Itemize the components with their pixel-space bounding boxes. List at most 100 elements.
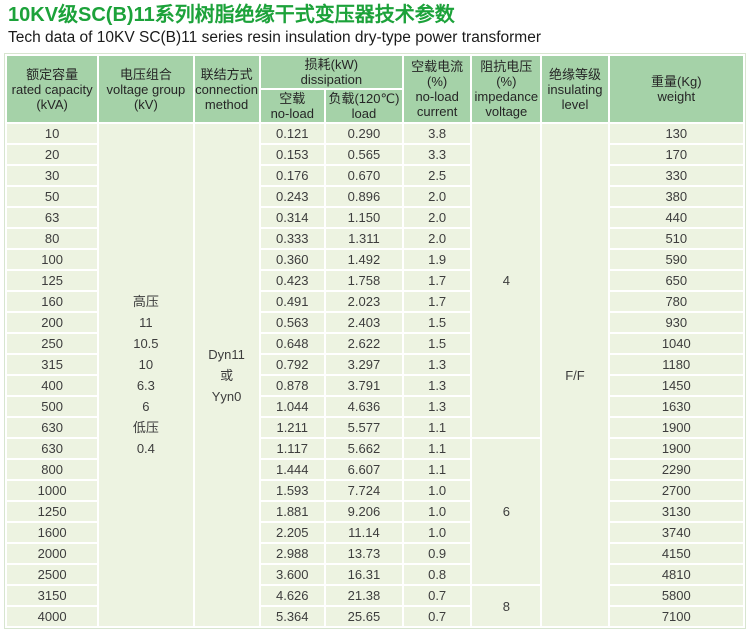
cell-capacity: 2500 xyxy=(7,565,98,584)
cell-no-load-loss: 2.205 xyxy=(260,523,324,542)
table-row: 4000 5.364 25.65 0.7 7100 xyxy=(7,607,743,626)
cell-weight: 4150 xyxy=(609,544,743,563)
cell-no-load-current: 1.0 xyxy=(404,481,471,500)
cell-no-load-loss: 0.491 xyxy=(260,292,324,311)
cell-load-loss: 6.607 xyxy=(325,460,403,479)
cell-weight: 3130 xyxy=(609,502,743,521)
cell-no-load-current: 1.0 xyxy=(404,502,471,521)
col-header-rated-capacity: 额定容量 rated capacity (kVA) xyxy=(7,56,98,122)
cell-load-loss: 16.31 xyxy=(325,565,403,584)
table-row: 2000 2.988 13.73 0.9 4150 xyxy=(7,544,743,563)
cell-weight: 330 xyxy=(609,166,743,185)
cell-capacity: 400 xyxy=(7,376,98,395)
cell-load-loss: 3.297 xyxy=(325,355,403,374)
cell-capacity: 10 xyxy=(7,124,98,143)
cell-insulating-level: F/F xyxy=(542,124,608,626)
table-row: 160 0.491 2.023 1.7 780 xyxy=(7,292,743,311)
page-subtitle: Tech data of 10KV SC(B)11 series resin i… xyxy=(8,29,541,46)
cell-load-loss: 1.758 xyxy=(325,271,403,290)
cell-no-load-loss: 2.988 xyxy=(260,544,324,563)
col-header-voltage-group: 电压组合 voltage group (kV) xyxy=(99,56,193,122)
cell-no-load-current: 1.1 xyxy=(404,418,471,437)
cell-no-load-current: 0.7 xyxy=(404,607,471,626)
cell-no-load-loss: 1.881 xyxy=(260,502,324,521)
cell-voltage-group: 高压 11 10.5 10 6.3 6 低压 0.4 xyxy=(99,124,193,626)
table-row: 20 0.153 0.565 3.3 170 xyxy=(7,145,743,164)
cell-connection-method: Dyn11 或 Yyn0 xyxy=(194,124,259,626)
cell-load-loss: 2.403 xyxy=(325,313,403,332)
table-row: 2500 3.600 16.31 0.8 4810 xyxy=(7,565,743,584)
cell-no-load-loss: 0.153 xyxy=(260,145,324,164)
cell-load-loss: 9.206 xyxy=(325,502,403,521)
table-row: 500 1.044 4.636 1.3 1630 xyxy=(7,397,743,416)
cell-no-load-current: 0.7 xyxy=(404,586,471,605)
cell-capacity: 1250 xyxy=(7,502,98,521)
cell-no-load-current: 1.7 xyxy=(404,271,471,290)
table-row: 1000 1.593 7.724 1.0 2700 xyxy=(7,481,743,500)
cell-load-loss: 0.670 xyxy=(325,166,403,185)
cell-no-load-loss: 0.176 xyxy=(260,166,324,185)
cell-weight: 130 xyxy=(609,124,743,143)
col-header-impedance-voltage: 阻抗电压 (%) impedance voltage xyxy=(472,56,541,122)
col-header-load-loss: 负载(120℃) load xyxy=(325,90,403,122)
cell-weight: 1180 xyxy=(609,355,743,374)
cell-no-load-current: 2.5 xyxy=(404,166,471,185)
cell-weight: 170 xyxy=(609,145,743,164)
header-row-2: 空载 no-load 负载(120℃) load xyxy=(7,90,743,122)
cell-no-load-loss: 1.211 xyxy=(260,418,324,437)
col-header-dissipation: 损耗(kW) dissipation xyxy=(260,56,403,88)
table-row: 250 0.648 2.622 1.5 1040 xyxy=(7,334,743,353)
cell-load-loss: 1.492 xyxy=(325,250,403,269)
cell-weight: 510 xyxy=(609,229,743,248)
col-header-no-load-loss: 空载 no-load xyxy=(260,90,324,122)
table-row: 63 0.314 1.150 2.0 440 xyxy=(7,208,743,227)
cell-weight: 780 xyxy=(609,292,743,311)
cell-weight: 7100 xyxy=(609,607,743,626)
table-row: 1250 1.881 9.206 1.0 3130 xyxy=(7,502,743,521)
table-row: 630 1.117 5.662 1.1 6 1900 xyxy=(7,439,743,584)
col-header-no-load-current: 空载电流 (%) no-load current xyxy=(404,56,471,122)
cell-no-load-loss: 0.314 xyxy=(260,208,324,227)
cell-capacity: 63 xyxy=(7,208,98,227)
header-row-1: 额定容量 rated capacity (kVA) 电压组合 voltage g… xyxy=(7,56,743,122)
cell-weight: 3740 xyxy=(609,523,743,542)
cell-impedance-voltage: 6 xyxy=(472,439,541,584)
cell-impedance-voltage: 4 xyxy=(472,124,541,437)
cell-capacity: 2000 xyxy=(7,544,98,563)
cell-load-loss: 5.662 xyxy=(325,439,403,458)
cell-no-load-current: 3.3 xyxy=(404,145,471,164)
cell-load-loss: 1.150 xyxy=(325,208,403,227)
cell-no-load-current: 2.0 xyxy=(404,229,471,248)
table-row: 800 1.444 6.607 1.1 2290 xyxy=(7,460,743,479)
cell-no-load-current: 1.0 xyxy=(404,523,471,542)
cell-capacity: 80 xyxy=(7,229,98,248)
cell-weight: 650 xyxy=(609,271,743,290)
cell-load-loss: 2.023 xyxy=(325,292,403,311)
cell-no-load-loss: 1.593 xyxy=(260,481,324,500)
table-row: 200 0.563 2.403 1.5 930 xyxy=(7,313,743,332)
cell-no-load-loss: 5.364 xyxy=(260,607,324,626)
cell-no-load-loss: 0.648 xyxy=(260,334,324,353)
cell-no-load-loss: 0.121 xyxy=(260,124,324,143)
cell-weight: 930 xyxy=(609,313,743,332)
cell-no-load-loss: 1.117 xyxy=(260,439,324,458)
cell-capacity: 125 xyxy=(7,271,98,290)
cell-weight: 380 xyxy=(609,187,743,206)
cell-no-load-current: 1.3 xyxy=(404,397,471,416)
cell-capacity: 200 xyxy=(7,313,98,332)
cell-capacity: 500 xyxy=(7,397,98,416)
table-row: 125 0.423 1.758 1.7 650 xyxy=(7,271,743,290)
cell-capacity: 315 xyxy=(7,355,98,374)
cell-load-loss: 25.65 xyxy=(325,607,403,626)
cell-no-load-current: 1.5 xyxy=(404,334,471,353)
table-row: 30 0.176 0.670 2.5 330 xyxy=(7,166,743,185)
cell-no-load-loss: 0.423 xyxy=(260,271,324,290)
cell-load-loss: 0.896 xyxy=(325,187,403,206)
cell-capacity: 50 xyxy=(7,187,98,206)
table-row: 400 0.878 3.791 1.3 1450 xyxy=(7,376,743,395)
cell-impedance-voltage: 8 xyxy=(472,586,541,626)
cell-no-load-current: 2.0 xyxy=(404,208,471,227)
cell-weight: 1450 xyxy=(609,376,743,395)
cell-load-loss: 2.622 xyxy=(325,334,403,353)
cell-no-load-current: 1.1 xyxy=(404,439,471,458)
